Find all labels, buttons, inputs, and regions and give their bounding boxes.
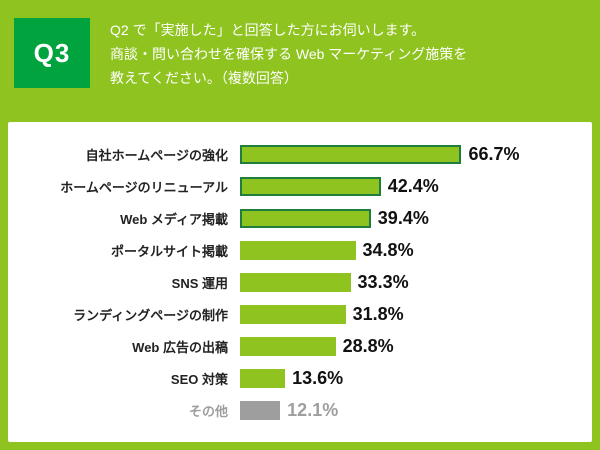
chart-row: SNS 運用 33.3% bbox=[22, 266, 572, 298]
category-label: 自社ホームページの強化 bbox=[85, 147, 228, 163]
category-label: ホームページのリニューアル bbox=[60, 179, 228, 195]
value-label: 28.8% bbox=[342, 335, 394, 356]
bar-chart: 自社ホームページの強化 66.7% ホームページのリニューアル 42.4% Web メデ… bbox=[22, 138, 572, 426]
bar-area: 66.7% bbox=[240, 138, 572, 170]
value-bar bbox=[240, 336, 336, 356]
value-bar bbox=[240, 304, 346, 324]
value-label: 39.4% bbox=[377, 207, 429, 228]
question-line-2: 商談・問い合わせを確保する Web マーケティング施策を bbox=[110, 45, 468, 62]
bar-area: 42.4% bbox=[240, 170, 572, 202]
category-label: SEO 対策 bbox=[170, 371, 228, 387]
category-label: Web メディア掲載 bbox=[120, 211, 228, 227]
bar-area: 34.8% bbox=[240, 234, 572, 266]
question-text: Q2 で「実施した」と回答した方にお伺いします。 商談・問い合わせを確保する W… bbox=[110, 18, 467, 90]
value-label: 31.8% bbox=[352, 303, 404, 324]
bar-area: 12.1% bbox=[240, 394, 572, 426]
category-label: ポータルサイト掲載 bbox=[110, 243, 228, 259]
chart-row: 自社ホームページの強化 66.7% bbox=[22, 138, 572, 170]
chart-row: Web 広告の出稿 28.8% bbox=[22, 330, 572, 362]
question-header: Q3 Q2 で「実施した」と回答した方にお伺いします。 商談・問い合わせを確保す… bbox=[0, 0, 600, 88]
chart-row: ランディングページの制作 31.8% bbox=[22, 298, 572, 330]
value-label: 33.3% bbox=[357, 271, 409, 292]
category-label: Web 広告の出稿 bbox=[132, 339, 228, 355]
value-bar bbox=[240, 144, 462, 164]
bar-area: 39.4% bbox=[240, 202, 572, 234]
value-label: 42.4% bbox=[387, 175, 439, 196]
category-label: その他 bbox=[188, 403, 228, 419]
question-line-1: Q2 で「実施した」と回答した方にお伺いします。 bbox=[110, 22, 426, 38]
chart-row: ホームページのリニューアル 42.4% bbox=[22, 170, 572, 202]
category-label: ランディングページの制作 bbox=[73, 307, 228, 323]
bar-area: 31.8% bbox=[240, 298, 572, 330]
chart-row: その他 12.1% bbox=[22, 394, 572, 426]
bar-area: 33.3% bbox=[240, 266, 572, 298]
value-bar bbox=[240, 240, 356, 260]
value-bar bbox=[240, 272, 351, 292]
value-bar bbox=[240, 368, 286, 388]
value-label: 12.1% bbox=[287, 399, 339, 420]
bar-area: 13.6% bbox=[240, 362, 572, 394]
value-label: 13.6% bbox=[292, 367, 344, 388]
value-bar bbox=[240, 400, 281, 420]
value-label: 34.8% bbox=[362, 239, 414, 260]
bar-area: 28.8% bbox=[240, 330, 572, 362]
chart-row: SEO 対策 13.6% bbox=[22, 362, 572, 394]
value-label: 66.7% bbox=[468, 143, 520, 164]
question-number-label: Q3 bbox=[33, 37, 71, 68]
category-label: SNS 運用 bbox=[171, 275, 228, 291]
value-bar bbox=[240, 176, 381, 196]
question-number-badge: Q3 bbox=[14, 18, 90, 88]
chart-card: 自社ホームページの強化 66.7% ホームページのリニューアル 42.4% Web メデ… bbox=[8, 122, 592, 442]
question-line-3: 教えてください。（複数回答） bbox=[110, 69, 298, 86]
value-bar bbox=[240, 208, 371, 228]
chart-row: Web メディア掲載 39.4% bbox=[22, 202, 572, 234]
chart-row: ポータルサイト掲載 34.8% bbox=[22, 234, 572, 266]
